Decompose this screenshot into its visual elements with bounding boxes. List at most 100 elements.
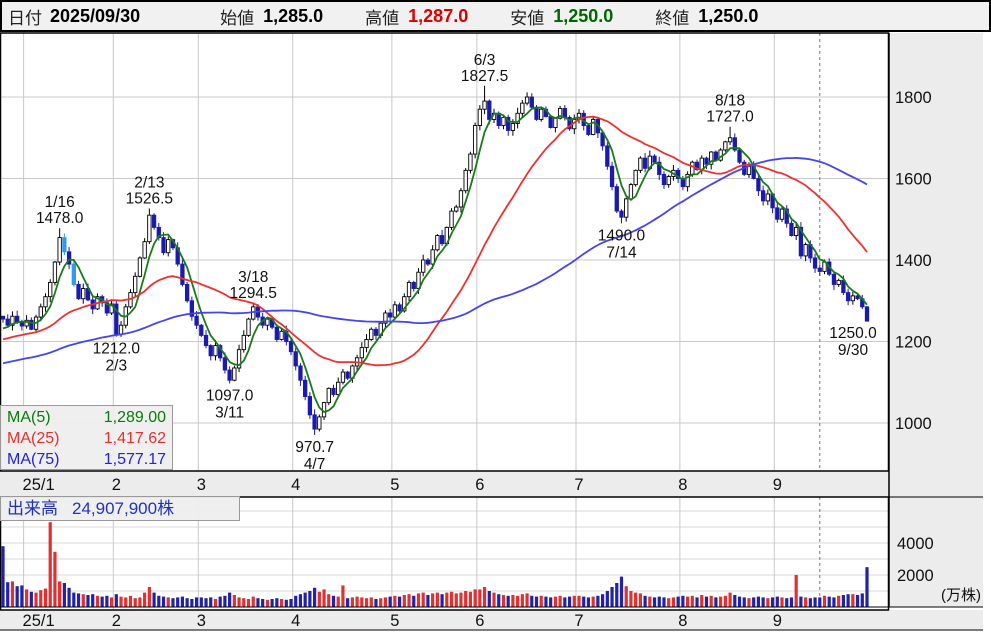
volume-bar[interactable] xyxy=(445,592,449,607)
volume-bar[interactable] xyxy=(393,595,397,607)
volume-bar[interactable] xyxy=(171,598,175,607)
volume-bar[interactable] xyxy=(780,597,784,607)
candle[interactable] xyxy=(449,210,454,228)
candle[interactable] xyxy=(15,315,20,323)
volume-bar[interactable] xyxy=(355,596,359,607)
volume-bar[interactable] xyxy=(435,592,439,607)
volume-bar[interactable] xyxy=(747,598,751,607)
volume-bar[interactable] xyxy=(577,595,581,607)
candle[interactable] xyxy=(43,296,48,308)
volume-bar[interactable] xyxy=(553,596,557,607)
candle[interactable] xyxy=(208,345,213,357)
volume-bar[interactable] xyxy=(865,567,869,607)
volume-bar[interactable] xyxy=(667,598,671,607)
volume-bar[interactable] xyxy=(638,593,642,607)
volume-bar[interactable] xyxy=(279,599,284,607)
volume-bar[interactable] xyxy=(251,596,255,607)
volume-bar[interactable] xyxy=(237,597,241,607)
candle[interactable] xyxy=(227,369,232,381)
candle[interactable] xyxy=(539,108,544,120)
volume-bar[interactable] xyxy=(723,595,727,607)
candle[interactable] xyxy=(562,107,567,118)
volume-bar[interactable] xyxy=(841,595,845,607)
candle[interactable] xyxy=(430,249,435,265)
volume-bar[interactable] xyxy=(327,594,331,607)
volume-bar[interactable] xyxy=(43,588,48,607)
candle[interactable] xyxy=(487,100,492,120)
volume-bar[interactable] xyxy=(119,596,123,607)
volume-bar[interactable] xyxy=(397,596,402,607)
candle[interactable] xyxy=(803,244,808,257)
volume-bar[interactable] xyxy=(421,592,425,607)
volume-bar[interactable] xyxy=(67,587,71,607)
candle[interactable] xyxy=(553,117,558,129)
candle[interactable] xyxy=(71,263,76,285)
candle[interactable] xyxy=(831,273,837,285)
candle[interactable] xyxy=(118,324,124,335)
candle[interactable] xyxy=(685,173,690,188)
volume-bar[interactable] xyxy=(218,596,222,607)
volume-bar[interactable] xyxy=(567,596,572,607)
candle[interactable] xyxy=(666,176,671,186)
candle[interactable] xyxy=(303,379,308,397)
volume-bar[interactable] xyxy=(232,595,236,607)
volume-bar[interactable] xyxy=(246,599,251,607)
volume-bar[interactable] xyxy=(822,595,827,607)
volume-bar[interactable] xyxy=(416,593,421,607)
volume-bar[interactable] xyxy=(572,595,576,607)
candle[interactable] xyxy=(10,315,15,326)
volume-bar[interactable] xyxy=(700,595,704,607)
volume-bar[interactable] xyxy=(152,592,156,607)
candle[interactable] xyxy=(66,251,72,265)
candle[interactable] xyxy=(548,116,553,129)
volume-bar[interactable] xyxy=(336,596,340,607)
candle[interactable] xyxy=(189,300,195,317)
volume-bar[interactable] xyxy=(662,597,666,607)
candle[interactable] xyxy=(605,145,610,167)
volume-bar[interactable] xyxy=(270,599,274,607)
candle[interactable] xyxy=(161,237,166,254)
volume-bar[interactable] xyxy=(478,589,482,607)
volume-bar[interactable] xyxy=(804,597,808,607)
volume-bar[interactable] xyxy=(544,596,548,607)
candle[interactable] xyxy=(312,414,317,430)
candle[interactable] xyxy=(779,208,785,220)
volume-bar[interactable] xyxy=(369,597,373,607)
volume-bar[interactable] xyxy=(624,586,628,607)
volume-bar[interactable] xyxy=(138,597,142,607)
volume-bar[interactable] xyxy=(516,595,520,607)
volume-bar[interactable] xyxy=(530,595,534,607)
volume-bar[interactable] xyxy=(539,595,543,607)
volume-bar[interactable] xyxy=(851,594,855,607)
volume-bar[interactable] xyxy=(10,581,15,607)
volume-bar[interactable] xyxy=(766,598,770,607)
candle[interactable] xyxy=(166,239,171,254)
volume-bar[interactable] xyxy=(313,587,317,607)
volume-bar[interactable] xyxy=(506,595,510,607)
candle[interactable] xyxy=(454,206,459,212)
volume-bar[interactable] xyxy=(100,596,104,607)
volume-bar[interactable] xyxy=(228,592,232,607)
volume-bar[interactable] xyxy=(194,597,199,607)
volume-bar[interactable] xyxy=(525,593,529,607)
volume-bar[interactable] xyxy=(799,596,803,607)
chart-area[interactable]: 1000 1200 1400 1600 1800 2000 4000 (万株) 25/1 25/1… xyxy=(0,32,991,633)
candle[interactable] xyxy=(638,157,643,171)
volume-bar[interactable] xyxy=(596,595,600,607)
volume-bar[interactable] xyxy=(95,595,100,607)
candle[interactable] xyxy=(529,96,534,108)
volume-bar[interactable] xyxy=(563,597,567,607)
candle[interactable] xyxy=(520,102,525,114)
volume-bar[interactable] xyxy=(756,596,761,607)
volume-bar[interactable] xyxy=(775,596,779,607)
volume-bar[interactable] xyxy=(350,597,354,607)
volume-bar[interactable] xyxy=(143,592,147,607)
candle[interactable] xyxy=(794,226,799,236)
candle[interactable] xyxy=(439,235,445,245)
volume-bar[interactable] xyxy=(185,598,189,607)
volume-bar[interactable] xyxy=(818,597,822,607)
candle[interactable] xyxy=(5,318,10,326)
volume-bar[interactable] xyxy=(761,597,765,607)
candle[interactable] xyxy=(609,165,615,188)
volume-bar[interactable] xyxy=(256,598,260,607)
